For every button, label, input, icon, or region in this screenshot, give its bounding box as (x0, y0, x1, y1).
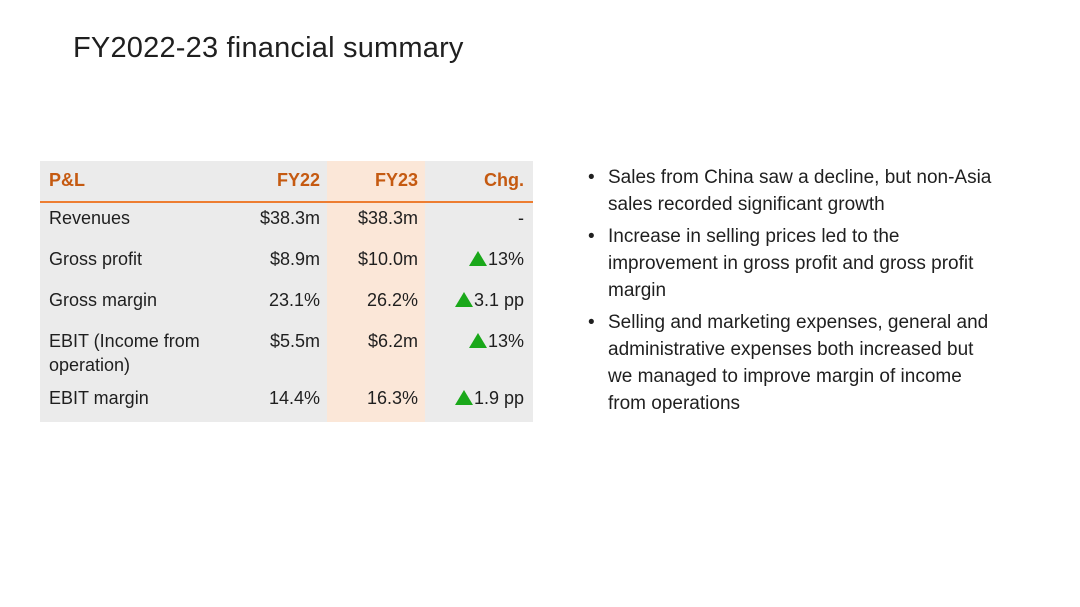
bullet-dot: • (588, 226, 595, 247)
table-header: P&L FY22 FY23 Chg. (40, 161, 533, 201)
bullet-text: Selling and marketing expenses, general … (608, 312, 989, 414)
row-change: 13% (468, 249, 524, 270)
row-label: EBIT margin (49, 388, 149, 408)
row-fy23: $38.3m (357, 208, 418, 228)
row-fy23: $10.0m (357, 249, 418, 269)
header-fy22: FY22 (276, 170, 320, 190)
row-fy22: 14.4% (268, 388, 320, 408)
row-fy22: $8.9m (269, 249, 320, 269)
pnl-table: P&L FY22 FY23 Chg. Revenues $38.3m $38.3… (40, 161, 533, 422)
row-fy23: 16.3% (366, 388, 418, 408)
change-value: 13% (487, 331, 524, 351)
row-label: Gross profit (49, 249, 143, 269)
row-change: - (518, 208, 524, 229)
commentary-bullets: • Sales from China saw a decline, but no… (588, 164, 998, 422)
triangle-up-icon (468, 251, 487, 266)
bullet-item: • Sales from China saw a decline, but no… (588, 164, 998, 218)
change-value: 1.9 pp (473, 388, 524, 408)
header-fy23: FY23 (374, 170, 418, 190)
change-value: 13% (487, 249, 524, 269)
row-fy23: 26.2% (366, 290, 418, 310)
bullet-item: • Increase in selling prices led to the … (588, 223, 998, 304)
bullet-dot: • (588, 312, 595, 333)
slide-title: FY2022-23 financial summary (73, 32, 464, 64)
row-change: 13% (468, 331, 524, 352)
row-change: 3.1 pp (454, 290, 524, 311)
triangle-up-icon (468, 333, 487, 348)
triangle-up-icon (454, 390, 473, 405)
bullet-text: Increase in selling prices led to the im… (608, 226, 974, 301)
bullet-item: • Selling and marketing expenses, genera… (588, 309, 998, 417)
triangle-up-icon (454, 292, 473, 307)
header-change: Chg. (484, 170, 524, 190)
header-pnl: P&L (49, 170, 85, 190)
change-value: - (518, 208, 524, 228)
row-label: EBIT (Income from operation) (49, 331, 200, 375)
row-change: 1.9 pp (454, 388, 524, 409)
header-rule (40, 201, 533, 203)
bullet-dot: • (588, 167, 595, 188)
row-fy22: 23.1% (268, 290, 320, 310)
row-fy23: $6.2m (367, 331, 418, 351)
fy23-highlight-band (327, 161, 425, 422)
row-label: Gross margin (49, 290, 158, 310)
row-fy22: $5.5m (269, 331, 320, 351)
change-value: 3.1 pp (473, 290, 524, 310)
row-label: Revenues (49, 208, 131, 228)
bullet-text: Sales from China saw a decline, but non-… (608, 167, 992, 215)
row-fy22: $38.3m (259, 208, 320, 228)
